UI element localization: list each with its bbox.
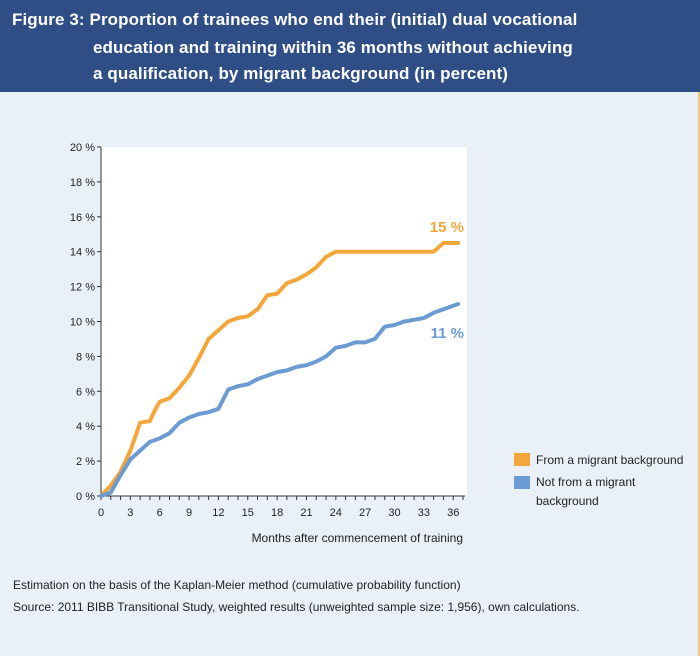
- y-tick-label: 4 %: [76, 421, 95, 433]
- y-tick-label: 0 %: [76, 491, 95, 503]
- y-tick-label: 18 %: [70, 177, 95, 189]
- legend-label-non-migrant-line2: background: [536, 494, 599, 508]
- end-label-migrant: 15 %: [430, 219, 464, 236]
- y-tick-label: 20 %: [70, 142, 95, 154]
- source-note: Source: 2011 BIBB Transitional Study, we…: [13, 600, 580, 614]
- y-tick-label: 10 %: [70, 317, 95, 329]
- y-tick-label: 2 %: [76, 456, 95, 468]
- x-tick-label: 12: [212, 507, 224, 519]
- x-tick-label: 9: [186, 507, 192, 519]
- x-tick-label: 3: [127, 507, 133, 519]
- legend-label-non-migrant-line1: Not from a migrant: [536, 475, 636, 489]
- series-line-migrant: [99, 241, 461, 498]
- series-line-non-migrant: [99, 302, 461, 498]
- y-tick-label: 14 %: [70, 247, 95, 259]
- figure-title-line-1: Figure 3: Proportion of trainees who end…: [12, 10, 578, 29]
- x-tick-label: 18: [271, 507, 283, 519]
- y-tick-label: 16 %: [70, 212, 95, 224]
- x-tick-label: 27: [359, 507, 371, 519]
- legend-swatch-non-migrant: [514, 476, 530, 489]
- figure-title-line-2: education and training within 36 months …: [93, 38, 573, 57]
- legend-swatch-migrant: [514, 453, 530, 466]
- x-tick-label: 24: [330, 507, 342, 519]
- x-tick-label: 0: [98, 507, 104, 519]
- x-tick-label: 21: [300, 507, 312, 519]
- x-tick-label: 33: [418, 507, 430, 519]
- x-tick-label: 30: [388, 507, 400, 519]
- x-axis-title: Months after commencement of training: [252, 531, 463, 545]
- y-tick-label: 12 %: [70, 282, 95, 294]
- x-tick-label: 15: [242, 507, 254, 519]
- figure-title-line-3: a qualification, by migrant background (…: [93, 64, 509, 83]
- method-note: Estimation on the basis of the Kaplan-Me…: [13, 578, 461, 592]
- x-tick-label: 36: [447, 507, 459, 519]
- y-tick-label: 8 %: [76, 351, 95, 363]
- y-tick-label: 6 %: [76, 386, 95, 398]
- x-tick-label: 6: [157, 507, 163, 519]
- end-label-non-migrant: 11 %: [431, 325, 464, 342]
- legend-label-migrant: From a migrant background: [536, 453, 683, 467]
- figure-header: Figure 3: Proportion of trainees who end…: [0, 0, 700, 92]
